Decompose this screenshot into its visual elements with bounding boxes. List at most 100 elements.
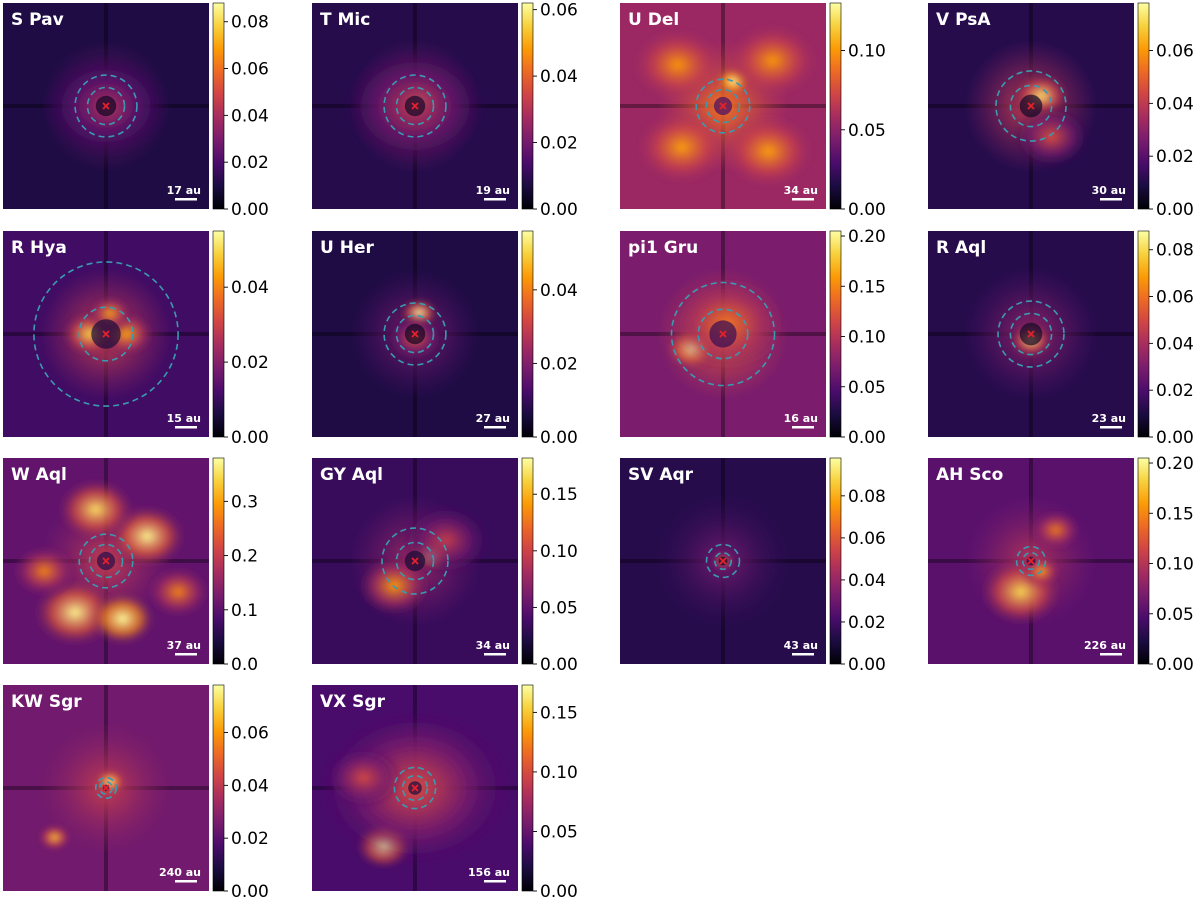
colorbar-tick-label: 0.2: [231, 547, 258, 567]
panel-svg: pi1 Gru 16 au 0.00 0.05 0.10 0.15 0.20: [620, 227, 886, 448]
colorbar: [212, 230, 225, 438]
colorbar-tick-label: 0.15: [540, 485, 578, 505]
panel-svg: R Aql 23 au 0.00 0.02 0.04 0.06 0.08: [928, 230, 1194, 448]
colorbar-tick-label: 0.15: [848, 277, 886, 297]
star-position-marker: [719, 330, 727, 338]
panel-v-psa: V PsA 30 au 0.00 0.02 0.04 0.06: [928, 2, 1200, 231]
star-position-marker: [1027, 557, 1035, 565]
star-position-marker: [102, 330, 110, 338]
inner-dashed-ring: [99, 781, 113, 795]
star-position-marker: [411, 330, 419, 338]
colorbar-tick-label: 0.04: [540, 67, 578, 87]
intensity-image: [312, 458, 518, 664]
scale-bar: 17 au: [167, 184, 201, 201]
colorbar-tick-label: 0.00: [1156, 655, 1194, 675]
colorbar-tick-label: 0.00: [1156, 200, 1194, 220]
colorbar-tick-label: 0.02: [1156, 147, 1194, 167]
panel-svg: KW Sgr 240 au 0.00 0.02 0.04 0.06: [3, 684, 269, 902]
inner-dashed-ring: [705, 88, 741, 124]
colorbar: [212, 457, 225, 665]
emission-blob: [89, 591, 156, 646]
panel-pi1-gru: pi1 Gru 16 au 0.00 0.05 0.10 0.15 0.20: [620, 227, 928, 459]
colorbar: [1137, 457, 1150, 665]
inner-dashed-ring: [697, 308, 749, 360]
panel-s-pav: S Pav 17 au 0.00 0.02 0.04 0.06 0.08: [3, 2, 311, 231]
intensity-image: [3, 3, 209, 209]
emission-blob: [323, 745, 404, 810]
emission-blob: [38, 824, 71, 851]
emission-blob: [631, 27, 724, 103]
intensity-image: [3, 685, 209, 891]
colorbar-tick-label: 0.00: [848, 428, 886, 448]
inner-dashed-ring: [395, 86, 435, 126]
colorbar-tick-label: 0.05: [1156, 605, 1194, 625]
outer-dashed-ring: [383, 302, 447, 366]
colorbar: [829, 2, 842, 210]
panel-svg: S Pav 17 au 0.00 0.02 0.04 0.06 0.08: [3, 2, 269, 220]
panel-r-aql: R Aql 23 au 0.00 0.02 0.04 0.06 0.08: [928, 230, 1200, 459]
intensity-image: [312, 231, 518, 437]
panel-vx-sgr: VX Sgr 156 au 0.00 0.05 0.10 0.15: [312, 684, 620, 913]
panel-title: V PsA: [936, 10, 991, 30]
colorbar-tick-label: 0.06: [1156, 288, 1194, 308]
emission-blob: [1029, 508, 1083, 552]
colorbar-tick-label: 0.04: [848, 571, 886, 591]
emission-blob: [145, 565, 209, 619]
colorbar-tick-label: 0.10: [540, 763, 578, 783]
emission-blob: [56, 477, 136, 542]
inner-dashed-ring: [86, 86, 126, 126]
panel-title: U Her: [320, 238, 374, 258]
panel-title: S Pav: [11, 10, 64, 30]
colorbar-tick-label: 0.06: [540, 1, 578, 21]
inner-dashed-ring: [88, 543, 124, 579]
colorbar: [521, 457, 534, 665]
colorbar-tick-label: 0.00: [540, 882, 578, 902]
scale-bar: 23 au: [1092, 412, 1126, 429]
outer-dashed-ring: [393, 766, 437, 810]
panel-svg: GY Aql 34 au 0.00 0.05 0.10 0.15: [312, 457, 578, 675]
panel-sv-aqr: SV Aqr 43 au 0.00 0.02 0.04 0.06 0.08: [620, 457, 928, 686]
colorbar-tick-label: 0.08: [1156, 241, 1194, 261]
panel-svg: SV Aqr 43 au 0.00 0.02 0.04 0.06 0.08: [620, 457, 886, 675]
colorbar: [212, 2, 225, 210]
panel-title: VX Sgr: [320, 692, 386, 712]
colorbar-tick-label: 0.02: [848, 613, 886, 633]
scale-bar-label: 19 au: [476, 184, 510, 197]
colorbar-tick-label: 0.10: [848, 328, 886, 348]
inner-dashed-ring: [713, 551, 733, 571]
scale-bar: 226 au: [1084, 639, 1126, 656]
panel-title: T Mic: [320, 10, 370, 30]
star-position-marker: [411, 557, 419, 565]
star-position-marker: [102, 102, 110, 110]
colorbar-tick-label: 0.00: [848, 200, 886, 220]
star-position-marker: [411, 784, 419, 792]
scale-bar: 30 au: [1092, 184, 1126, 201]
panel-title: AH Sco: [936, 465, 1003, 485]
scale-bar-label: 34 au: [476, 639, 510, 652]
inner-dashed-ring: [1009, 84, 1053, 128]
panel-title: KW Sgr: [11, 692, 82, 712]
colorbar: [521, 2, 534, 210]
scale-bar-label: 30 au: [1092, 184, 1126, 197]
scale-bar-label: 23 au: [1092, 412, 1126, 425]
scale-bar: 240 au: [159, 866, 201, 883]
colorbar-tick-label: 0.04: [1156, 334, 1194, 354]
colorbar-tick-label: 0.05: [848, 378, 886, 398]
star-position-marker: [1027, 102, 1035, 110]
colorbar: [829, 230, 842, 438]
inner-dashed-ring: [1021, 551, 1041, 571]
intensity-image: [3, 231, 209, 437]
panel-title: SV Aqr: [628, 465, 694, 485]
scale-bar: 34 au: [784, 184, 818, 201]
scale-bar-label: 27 au: [476, 412, 510, 425]
colorbar-tick-label: 0.04: [231, 106, 269, 126]
colorbar-tick-label: 0.05: [540, 598, 578, 618]
outer-dashed-ring: [995, 70, 1067, 142]
colorbar-tick-label: 0.00: [540, 655, 578, 675]
panel-t-mic: T Mic 19 au 0.00 0.02 0.04 0.06: [312, 1, 620, 231]
star-position-marker: [411, 102, 419, 110]
colorbar-tick-label: 0.04: [231, 776, 269, 796]
outer-dashed-ring: [670, 281, 776, 387]
colorbar-tick-label: 0.06: [231, 60, 269, 80]
